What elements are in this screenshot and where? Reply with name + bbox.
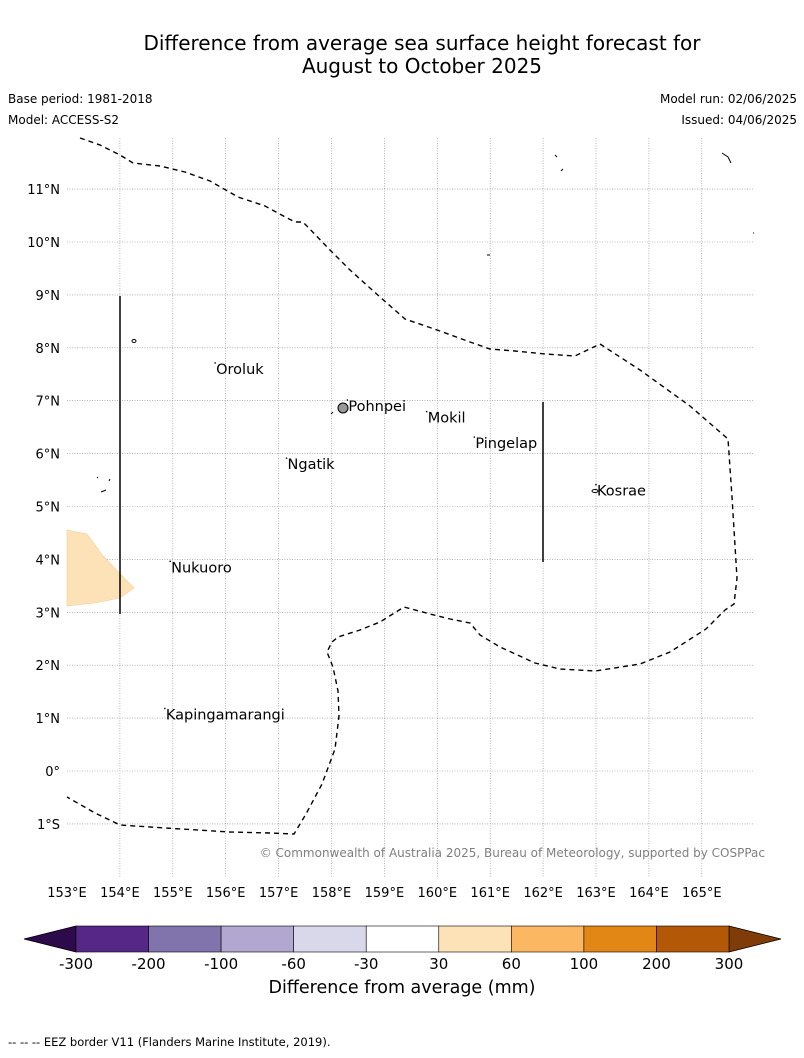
lat-tick-label: 1°S [37, 818, 60, 833]
lat-tick-label: 9°N [36, 289, 61, 304]
place-marker [169, 560, 171, 563]
colorbar-title: Difference from average (mm) [268, 978, 536, 998]
colorbar-swatch [656, 925, 730, 953]
lon-tick-label: 153°E [47, 886, 87, 901]
lon-tick-label: 159°E [365, 886, 405, 901]
colorbar-tick: 200 [642, 955, 671, 973]
model-run: Model run: 02/06/2025 [659, 92, 797, 106]
colorbar-tick: 300 [715, 955, 744, 973]
colorbar-tick: 100 [570, 955, 599, 973]
lat-tick-label: 11°N [27, 183, 60, 198]
place-marker [164, 707, 166, 710]
lon-tick-label: 162°E [523, 886, 563, 901]
lat-tick-label: 1°N [36, 712, 61, 727]
colorbar-tick: -100 [204, 955, 238, 973]
colorbar-swatch [365, 925, 440, 953]
lat-tick-label: 2°N [36, 659, 61, 674]
lat-tick-label: 5°N [36, 501, 61, 516]
place-label: Pingelap [475, 436, 537, 452]
colorbar-swatch [220, 925, 294, 953]
issued-date: Issued: 04/06/2025 [681, 113, 797, 127]
lat-tick-label: 6°N [36, 448, 61, 463]
lon-tick-label: 163°E [576, 886, 616, 901]
place-label: Mokil [428, 411, 466, 427]
colorbar-tick: -300 [59, 955, 93, 973]
title-line-1: Difference from average sea surface heig… [143, 31, 701, 55]
lon-tick-label: 155°E [153, 886, 193, 901]
lat-tick-label: 7°N [36, 395, 61, 410]
place-marker [425, 410, 428, 413]
place-label: Kosrae [597, 484, 646, 500]
colorbar [23, 925, 782, 953]
colorbar-over-arrow [728, 925, 782, 953]
title-line-2: August to October 2025 [301, 54, 543, 78]
colorbar-tick-labels: -300 -200 -100 -60 -30 30 60 100 200 300 [59, 955, 743, 973]
colorbar-swatch [438, 925, 512, 953]
colorbar-under-arrow [23, 925, 77, 953]
place-label: Oroluk [216, 362, 264, 378]
model-name: Model: ACCESS-S2 [8, 113, 120, 127]
colorbar-tick: -30 [354, 955, 379, 973]
place-marker [214, 362, 216, 364]
lon-tick-label: 158°E [312, 886, 352, 901]
colorbar-swatch [75, 925, 149, 953]
copyright-notice: © Commonwealth of Australia 2025, Bureau… [260, 846, 765, 860]
place-marker [595, 483, 597, 486]
positive-anomaly-region [66, 529, 135, 607]
base-period: Base period: 1981-2018 [8, 92, 153, 106]
place-label: Nukuoro [171, 560, 232, 576]
map-title: Difference from average sea surface heig… [0, 32, 804, 78]
footer-note: -- -- -- EEZ border V11 (Flanders Marine… [8, 1035, 331, 1049]
lon-tick-label: 164°E [629, 886, 669, 901]
colorbar-swatch [293, 925, 367, 953]
lat-tick-label: 4°N [36, 553, 61, 568]
colorbar-tick: 30 [429, 955, 448, 973]
place-marker [473, 436, 476, 438]
colorbar-swatch [148, 925, 222, 953]
lat-tick-label: 3°N [36, 606, 61, 621]
place-marker [285, 457, 288, 459]
lon-tick-label: 161°E [470, 886, 510, 901]
place-marker [346, 399, 349, 401]
zone-boundary-lines [119, 296, 544, 614]
lon-tick-label: 165°E [682, 886, 722, 901]
latitude-labels: 11°N 10°N 9°N 8°N 7°N 6°N 5°N 4°N 3°N 2°N 1°N 0° 1°S [27, 183, 60, 833]
graticule [67, 138, 754, 878]
lon-tick-label: 157°E [259, 886, 299, 901]
lat-tick-label: 10°N [27, 236, 60, 251]
colorbar-tick: -60 [281, 955, 306, 973]
place-label: Ngatik [288, 457, 336, 473]
colorbar-tick: 60 [502, 955, 521, 973]
lat-tick-label: 8°N [36, 342, 61, 357]
place-label: Pohnpei [348, 399, 406, 415]
place-label: Kapingamarangi [166, 707, 285, 723]
lon-tick-label: 154°E [100, 886, 140, 901]
place-labels: Oroluk Pohnpei Mokil Pingelap Ngatik Kosrae Nu… [164, 362, 646, 723]
colorbar-swatch [511, 925, 585, 953]
lon-tick-label: 160°E [418, 886, 458, 901]
colorbar-swatch [583, 925, 657, 953]
lon-tick-label: 156°E [206, 886, 246, 901]
island-outlines [96, 152, 754, 493]
colorbar-tick: -200 [132, 955, 166, 973]
lat-tick-label: 0° [45, 765, 60, 780]
longitude-labels: 153°E 154°E 155°E 156°E 157°E 158°E 159°E 160°E… [47, 886, 721, 901]
